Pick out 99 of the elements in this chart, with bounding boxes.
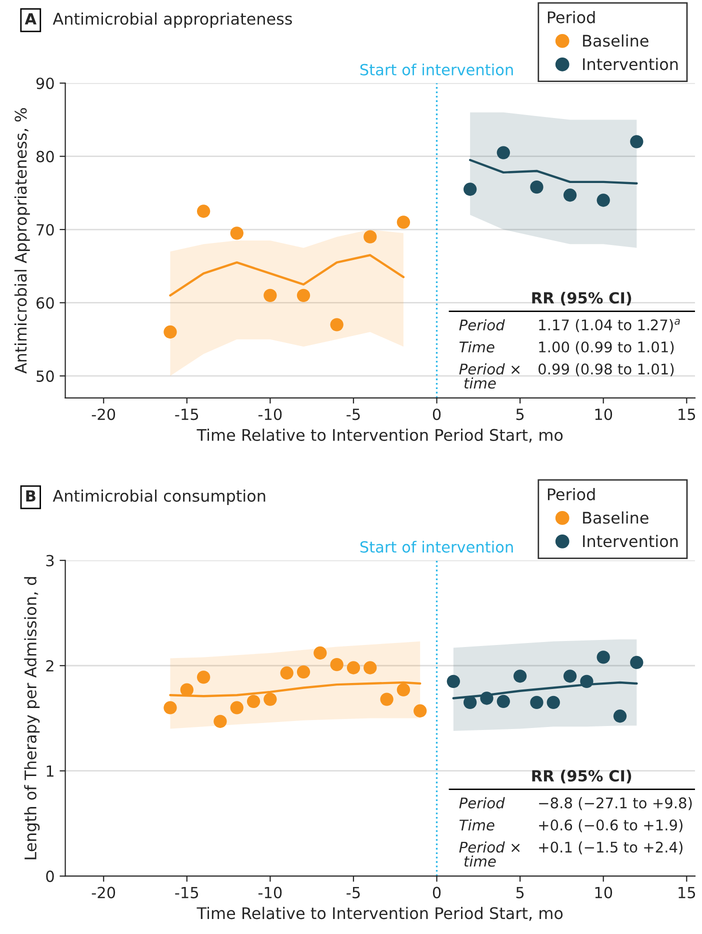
x-tick-label: 15 xyxy=(678,408,696,420)
x-tick-label: 10 xyxy=(595,886,612,898)
x-tick-label: 5 xyxy=(516,886,524,898)
point xyxy=(563,188,577,202)
point xyxy=(464,182,477,196)
point xyxy=(264,692,277,706)
x-tick-label: -5 xyxy=(346,408,360,420)
x-tick-label: -15 xyxy=(175,886,198,898)
point xyxy=(280,666,294,680)
point xyxy=(530,696,544,710)
x-tick-label: -10 xyxy=(258,886,282,898)
point xyxy=(214,714,227,728)
point xyxy=(180,683,194,696)
point xyxy=(296,288,310,302)
point xyxy=(246,694,260,708)
point xyxy=(496,146,510,160)
annotation: +0.1 (−1.5 to +2.4) xyxy=(539,841,682,854)
annotation: −8.8 (−27.1 to +9.8) xyxy=(539,797,692,810)
point xyxy=(464,696,477,710)
annotation: Time xyxy=(459,819,494,831)
point xyxy=(380,692,394,706)
ref-line-label: Start of intervention xyxy=(360,64,513,76)
x-tick-label: 5 xyxy=(516,408,524,420)
point xyxy=(164,325,177,339)
point xyxy=(613,710,627,723)
point xyxy=(196,670,210,684)
annotation: RR (95% CI) xyxy=(532,292,632,306)
x-axis-title: Time Relative to Intervention Period Start, mo xyxy=(196,428,563,443)
point xyxy=(630,656,644,670)
y-axis-title: Antimicrobial Appropriateness, % xyxy=(14,108,30,374)
point xyxy=(346,661,360,674)
point xyxy=(596,194,610,207)
point xyxy=(296,665,310,679)
x-tick-label: 0 xyxy=(432,408,441,420)
x-tick-label: 15 xyxy=(678,886,696,898)
point xyxy=(446,674,460,688)
point xyxy=(330,318,344,332)
annotation: RR (95% CI) xyxy=(532,770,632,784)
annotation: Time xyxy=(459,341,494,353)
point xyxy=(596,650,610,664)
point xyxy=(414,704,427,718)
y-tick-label: 1 xyxy=(46,766,54,777)
point xyxy=(330,658,344,672)
annotation: 1.17 (1.04 to 1.27)$^{a}$ xyxy=(539,318,680,332)
x-axis-title: Time Relative to Intervention Period Start, mo xyxy=(196,906,563,921)
point xyxy=(513,670,527,683)
x-tick-label: -20 xyxy=(92,886,116,898)
point xyxy=(630,135,644,148)
annotation: Period × time xyxy=(459,363,520,389)
x-tick-label: 10 xyxy=(595,408,612,420)
x-tick-label: -10 xyxy=(258,408,282,420)
legend-title: Period xyxy=(548,10,595,24)
point xyxy=(196,204,210,218)
line-series xyxy=(468,158,638,185)
y-tick-label: 0 xyxy=(46,870,54,882)
point xyxy=(364,661,377,674)
point xyxy=(496,694,510,708)
point xyxy=(480,692,494,705)
y-tick-label: 3 xyxy=(46,554,54,566)
legend-label: Baseline xyxy=(583,34,648,47)
chart-title: A xyxy=(24,13,36,24)
x-tick-label: 0 xyxy=(432,886,441,898)
legend-title: Period xyxy=(548,488,595,500)
legend-label: Intervention xyxy=(583,534,678,548)
chart-title: B xyxy=(26,490,36,502)
y-tick-label: 70 xyxy=(36,224,54,236)
point xyxy=(396,216,410,229)
line-series xyxy=(169,254,405,297)
annotation: 1.00 (0.99 to 1.01) xyxy=(539,341,674,354)
y-tick-label: 2 xyxy=(46,660,54,672)
chart-subtitle: Antimicrobial consumption xyxy=(52,490,266,505)
point xyxy=(264,288,277,302)
ref-line-label: Start of intervention xyxy=(360,540,513,553)
point xyxy=(314,646,327,660)
annotation: Period × time xyxy=(459,841,520,867)
point xyxy=(530,180,544,194)
y-tick-label: 80 xyxy=(36,150,54,162)
y-tick-label: 50 xyxy=(36,370,54,382)
x-tick-label: -20 xyxy=(92,408,116,420)
y-tick-label: 60 xyxy=(36,297,54,309)
point xyxy=(164,701,177,714)
x-tick-label: -5 xyxy=(346,886,360,898)
point xyxy=(230,226,244,240)
point xyxy=(230,701,244,714)
annotation: 0.99 (0.98 to 1.01) xyxy=(538,363,674,376)
annotation: +0.6 (−0.6 to +1.9) xyxy=(539,819,682,832)
point xyxy=(396,683,410,696)
point xyxy=(563,670,577,683)
legend-label: Baseline xyxy=(583,511,648,524)
chart-subtitle: Antimicrobial appropriateness xyxy=(52,12,292,28)
annotation: Period xyxy=(459,797,505,808)
point xyxy=(546,696,560,710)
point xyxy=(580,674,594,688)
legend-label: Intervention xyxy=(583,58,678,70)
y-axis-title: Length of Therapy per Admission, d xyxy=(24,577,40,860)
annotation: Period xyxy=(459,319,505,330)
point xyxy=(364,230,377,244)
y-tick-label: 90 xyxy=(36,78,54,90)
x-tick-label: -15 xyxy=(175,408,198,420)
